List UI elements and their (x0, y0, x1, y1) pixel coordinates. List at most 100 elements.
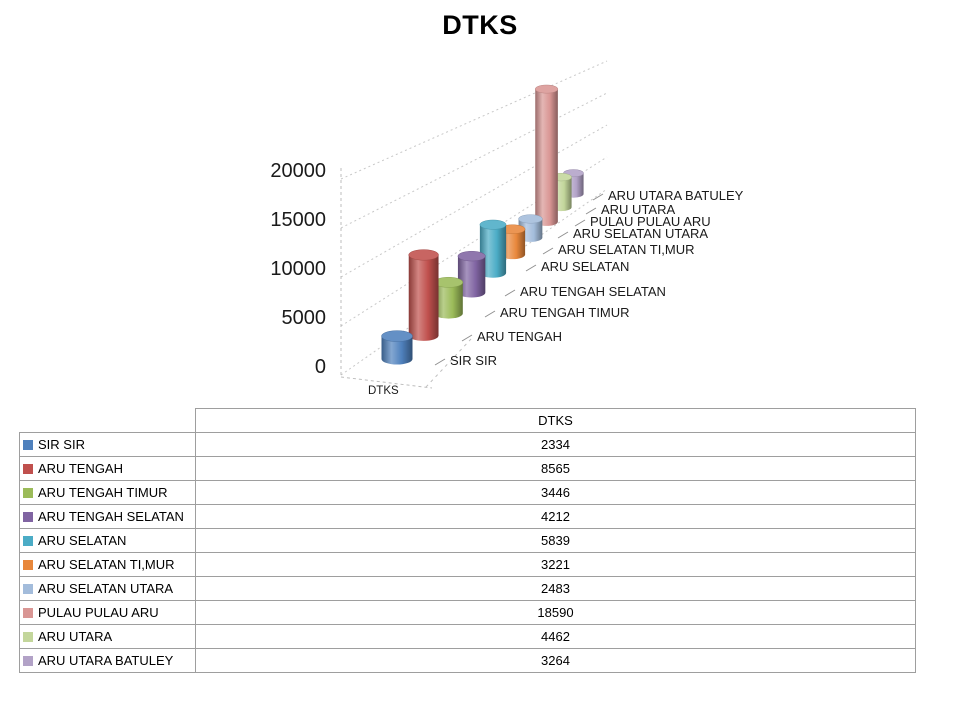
category-leader-tick (542, 247, 554, 255)
table-header-row: DTKS (20, 408, 916, 433)
legend-swatch (23, 511, 33, 522)
cylinder-top (408, 249, 439, 261)
category-leader-tick (504, 289, 516, 297)
legend-label: SIR SIR (38, 436, 85, 452)
legend-swatch (23, 631, 33, 642)
category-label-sir-sir: SIR SIR (450, 353, 497, 368)
legend-swatch (23, 583, 33, 594)
category-label-aru-selatan: ARU SELATAN (541, 259, 629, 274)
cylinder-body (457, 251, 486, 298)
legend-swatch (23, 607, 33, 618)
gridline-10000 (340, 124, 608, 278)
category-leader-tick (434, 358, 446, 366)
cylinder-aru-selatan-ti-mur (499, 224, 526, 260)
category-label-pulau-pulau-aru: PULAU PULAU ARU (590, 214, 711, 229)
value-cell-aru-selatan-utara: 2483 (195, 575, 916, 601)
cylinder-aru-tengah (408, 249, 439, 341)
legend-label: ARU TENGAH SELATAN (38, 508, 184, 524)
legend-cell-aru-tengah-selatan: ARU TENGAH SELATAN (19, 503, 196, 529)
legend-cell-aru-tengah: ARU TENGAH (19, 455, 196, 481)
chart-title: DTKS (442, 10, 518, 40)
value-cell-aru-selatan: 5839 (195, 527, 916, 553)
legend-label: ARU SELATAN (38, 532, 127, 548)
table-row-aru-tengah: ARU TENGAH 8565 (19, 455, 916, 481)
category-leader-tick (592, 193, 604, 201)
table-corner-cell (20, 409, 196, 433)
cylinder-aru-selatan (479, 219, 507, 278)
cylinder-body (500, 224, 526, 260)
y-axis-tick-label: 0 (315, 356, 326, 378)
table-row-aru-utara: ARU UTARA 4462 (19, 623, 916, 649)
category-label-aru-tengah-selatan: ARU TENGAH SELATAN (520, 284, 666, 299)
category-label-aru-selatan-ti-mur: ARU SELATAN TI,MUR (558, 242, 695, 257)
cylinder-top (535, 84, 559, 94)
table-row-aru-utara-batuley: ARU UTARA BATULEY 3264 (19, 647, 916, 673)
table-row-aru-tengah-timur: ARU TENGAH TIMUR 3446 (19, 479, 916, 505)
table-row-aru-selatan-ti-mur: ARU SELATAN TI,MUR 3221 (19, 551, 916, 577)
value-cell-aru-selatan-ti-mur: 3221 (195, 551, 916, 577)
value-cell-aru-tengah-timur: 3446 (195, 479, 916, 505)
cylinder-top (518, 214, 543, 224)
legend-cell-aru-selatan-utara: ARU SELATAN UTARA (19, 575, 196, 601)
legend-swatch (23, 463, 33, 474)
category-label-aru-tengah-timur: ARU TENGAH TIMUR (500, 305, 630, 320)
legend-label: PULAU PULAU ARU (38, 604, 159, 620)
cylinder-body (408, 249, 439, 341)
x-axis-title: DTKS (368, 385, 399, 397)
cylinder-aru-tengah-selatan (457, 251, 486, 298)
legend-cell-sir-sir: SIR SIR (19, 431, 196, 457)
y-axis-tick-label: 20000 (270, 160, 326, 182)
legend-cell-aru-selatan-ti-mur: ARU SELATAN TI,MUR (19, 551, 196, 577)
chart-plot-area: 0 5000 10000 15000 20000 DTKS SIR SIR ARU TENGA… (270, 60, 744, 397)
category-leader-tick (461, 334, 473, 342)
category-leader-tick (574, 219, 586, 227)
cylinder-sir-sir (381, 330, 413, 365)
value-cell-aru-utara-batuley: 3264 (195, 647, 916, 673)
value-cell-pulau-pulau-aru: 18590 (195, 599, 916, 625)
cylinder-body (535, 84, 558, 226)
cylinder-top (381, 330, 413, 342)
legend-swatch (23, 559, 33, 570)
data-table: DTKS SIR SIR 2334 ARU TENGAH 8565 ARU TENGAH… (19, 408, 916, 673)
legend-swatch (23, 439, 33, 450)
value-cell-sir-sir: 2334 (195, 431, 916, 457)
legend-cell-aru-utara-batuley: ARU UTARA BATULEY (19, 647, 196, 673)
category-leader-tick (585, 207, 597, 215)
gridline-0 (340, 188, 608, 376)
legend-swatch (23, 655, 33, 666)
cylinder-top (457, 251, 486, 262)
legend-cell-aru-tengah-timur: ARU TENGAH TIMUR (19, 479, 196, 505)
table-row-aru-selatan: ARU SELATAN 5839 (19, 527, 916, 553)
legend-label: ARU UTARA BATULEY (38, 652, 174, 668)
legend-swatch (23, 535, 33, 546)
y-axis-tick-label: 5000 (282, 307, 327, 329)
category-leader-tick (525, 264, 537, 272)
table-row-aru-selatan-utara: ARU SELATAN UTARA 2483 (19, 575, 916, 601)
category-label-aru-utara: ARU UTARA (601, 202, 675, 217)
legend-swatch (23, 487, 33, 498)
category-label-aru-selatan-utara: ARU SELATAN UTARA (573, 226, 708, 241)
cylinder-body (434, 277, 463, 319)
cylinder-pulau-pulau-aru (535, 84, 559, 226)
legend-label: ARU TENGAH TIMUR (38, 484, 168, 500)
value-cell-aru-utara: 4462 (195, 623, 916, 649)
category-leader-tick (484, 310, 496, 318)
category-label-aru-utara-batuley: ARU UTARA BATULEY (608, 188, 744, 203)
table-row-aru-tengah-selatan: ARU TENGAH SELATAN 4212 (19, 503, 916, 529)
y-axis-tick-label: 15000 (270, 209, 326, 231)
cylinder-aru-tengah-timur (434, 277, 464, 319)
legend-label: ARU SELATAN TI,MUR (38, 556, 175, 572)
cylinder-body (479, 219, 507, 278)
legend-cell-aru-utara: ARU UTARA (19, 623, 196, 649)
legend-label: ARU SELATAN UTARA (38, 580, 174, 596)
cylinder-top (479, 219, 507, 230)
y-axis-tick-label: 10000 (270, 258, 326, 280)
legend-cell-pulau-pulau-aru: PULAU PULAU ARU (19, 599, 196, 625)
table-row-sir-sir: SIR SIR 2334 (19, 431, 916, 457)
value-cell-aru-tengah-selatan: 4212 (195, 503, 916, 529)
legend-cell-aru-selatan: ARU SELATAN (19, 527, 196, 553)
legend-label: ARU UTARA (38, 628, 113, 644)
legend-label: ARU TENGAH (38, 460, 123, 476)
category-label-aru-tengah: ARU TENGAH (477, 329, 562, 344)
